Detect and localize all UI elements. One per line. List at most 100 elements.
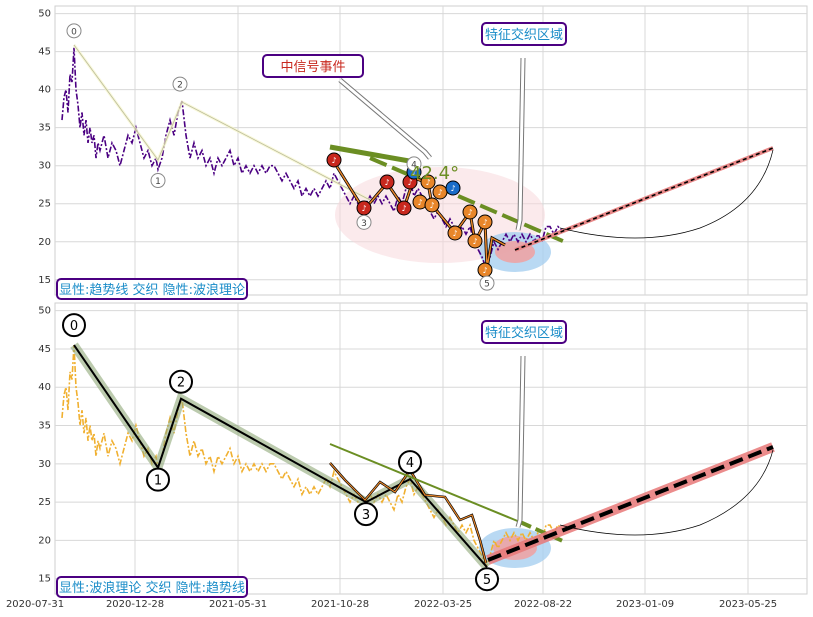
bottom-panel-label: 显性:波浪理论 交织 隐性:趋势线 bbox=[59, 580, 245, 596]
signal-marker-glyph: ♪ bbox=[467, 208, 472, 217]
bottom-trend-dash bbox=[519, 520, 566, 544]
y-tick-label: 20 bbox=[38, 237, 51, 248]
feature-arrow bbox=[516, 57, 525, 231]
signal-marker bbox=[424, 197, 440, 213]
signal-marker bbox=[420, 174, 436, 190]
wave-label-text: 2 bbox=[177, 81, 183, 91]
x-tick-label: 2022-08-22 bbox=[514, 599, 572, 610]
feature-region-box-top: 特征交织区域 bbox=[481, 22, 567, 46]
signal-marker-glyph: ♪ bbox=[361, 204, 366, 213]
wave-label-circle bbox=[150, 173, 166, 189]
signal-marker-glyph: ♪ bbox=[482, 266, 487, 275]
wave-label-circle bbox=[479, 275, 495, 291]
x-tick-label: 2021-05-31 bbox=[209, 599, 267, 610]
wave-label-text: 1 bbox=[155, 177, 161, 187]
feature-region-box-bottom: 特征交织区域 bbox=[481, 320, 567, 344]
x-tick-label: 2021-10-28 bbox=[311, 599, 369, 610]
wave-point-label: 3 bbox=[362, 508, 370, 523]
y-tick-label: 30 bbox=[38, 459, 51, 470]
signal-marker-glyph: ♪ bbox=[331, 156, 336, 165]
wave-label-circle bbox=[66, 23, 82, 39]
feature-region-label-bottom: 特征交织区域 bbox=[485, 325, 563, 341]
signal-marker bbox=[467, 233, 483, 249]
bottom-forecast-dashed-line bbox=[487, 445, 774, 562]
top-panel-box: 显性:趋势线 交织 隐性:波浪理论 bbox=[56, 278, 248, 300]
x-tick-label: 2023-01-09 bbox=[616, 599, 674, 610]
signal-event-label: 中信号事件 bbox=[280, 60, 345, 75]
angle-label: 42.4° bbox=[410, 163, 459, 184]
x-axis-ticks: 2020-07-31 2020-12-28 2021-05-31 2021-10-28… bbox=[6, 599, 777, 610]
signal-marker-glyph: ♪ bbox=[407, 178, 412, 187]
signal-marker-glyph: ♪ bbox=[425, 178, 430, 187]
bottom-y-ticks: 15 20 25 30 35 40 45 50 bbox=[38, 306, 51, 585]
y-tick-label: 35 bbox=[38, 421, 51, 432]
signal-marker-glyph: ♪ bbox=[429, 201, 434, 210]
y-tick-label: 45 bbox=[38, 47, 51, 58]
y-tick-label: 15 bbox=[38, 275, 51, 286]
wave-point-circle bbox=[475, 567, 499, 592]
y-tick-label: 20 bbox=[38, 535, 51, 546]
y-tick-label: 45 bbox=[38, 344, 51, 355]
bottom-trend-line bbox=[329, 443, 521, 523]
top-wave-labels: 0 1 2 3 4 5 bbox=[66, 23, 495, 291]
signal-marker-glyph: ♪ bbox=[482, 218, 487, 227]
signal-marker-glyph: ♪ bbox=[417, 198, 422, 207]
signal-marker bbox=[447, 225, 463, 241]
wave-point-label: 0 bbox=[70, 319, 78, 334]
bottom-forecast-arc bbox=[559, 449, 774, 536]
signal-marker-glyph: ♪ bbox=[450, 184, 455, 193]
x-tick-label: 2020-12-28 bbox=[106, 599, 164, 610]
x-tick-label: 2020-07-31 bbox=[6, 599, 64, 610]
forecast-dashed-line bbox=[514, 147, 774, 251]
y-tick-label: 35 bbox=[38, 123, 51, 134]
feature-region-label-top: 特征交织区域 bbox=[485, 27, 563, 43]
y-tick-label: 30 bbox=[38, 161, 51, 172]
bottom-plot-area bbox=[54, 302, 808, 595]
forecast-arc bbox=[559, 149, 774, 239]
wave-point-label: 4 bbox=[406, 456, 414, 471]
bottom-zigzag-line bbox=[329, 462, 487, 564]
top-y-ticks: 15 20 25 30 35 40 45 50 bbox=[38, 9, 51, 286]
bottom-feature-arrow bbox=[516, 355, 525, 528]
x-tick-label: 2023-05-25 bbox=[719, 599, 777, 610]
wave-label-text: 3 bbox=[361, 219, 367, 229]
wave-point-circle bbox=[62, 313, 86, 338]
top-panel-label: 显性:趋势线 交织 隐性:波浪理论 bbox=[59, 282, 245, 298]
y-tick-label: 40 bbox=[38, 85, 51, 96]
signal-marker bbox=[326, 152, 342, 168]
signal-marker bbox=[379, 174, 395, 190]
price-series-line bbox=[61, 47, 563, 271]
bottom-wave-labels: 0 1 2 3 4 5 bbox=[62, 313, 499, 592]
signal-arrow bbox=[339, 78, 432, 159]
wave-point-circle bbox=[354, 502, 378, 527]
wave-label-text: 5 bbox=[484, 280, 490, 290]
bottom-panel-box: 显性:波浪理论 交织 隐性:趋势线 bbox=[56, 576, 248, 598]
signal-marker-glyph: ♪ bbox=[437, 188, 442, 197]
signal-marker bbox=[462, 204, 478, 220]
y-tick-label: 15 bbox=[38, 574, 51, 585]
wave-point-circle bbox=[146, 467, 170, 492]
signal-marker-glyph: ♪ bbox=[452, 229, 457, 238]
wave-point-label: 2 bbox=[177, 376, 185, 391]
signal-event-box: 中信号事件 bbox=[262, 54, 364, 78]
signal-marker bbox=[445, 180, 461, 196]
wave-outline-glow bbox=[72, 44, 371, 202]
y-tick-label: 25 bbox=[38, 497, 51, 508]
wave-label-circle bbox=[356, 214, 372, 230]
y-tick-label: 40 bbox=[38, 382, 51, 393]
signal-marker-glyph: ♪ bbox=[401, 204, 406, 213]
signal-marker-glyph: ♪ bbox=[411, 168, 416, 177]
bottom-price-series-line bbox=[61, 345, 563, 570]
wave-point-label: 1 bbox=[154, 474, 162, 489]
signal-marker-glyph: ♪ bbox=[384, 178, 389, 187]
wave-label-circle bbox=[172, 76, 188, 92]
wave-label-text: 4 bbox=[411, 160, 417, 170]
y-tick-label: 25 bbox=[38, 199, 51, 210]
wave-point-circle bbox=[169, 369, 193, 394]
signal-marker bbox=[477, 214, 493, 230]
wave-point-label: 5 bbox=[483, 573, 491, 588]
